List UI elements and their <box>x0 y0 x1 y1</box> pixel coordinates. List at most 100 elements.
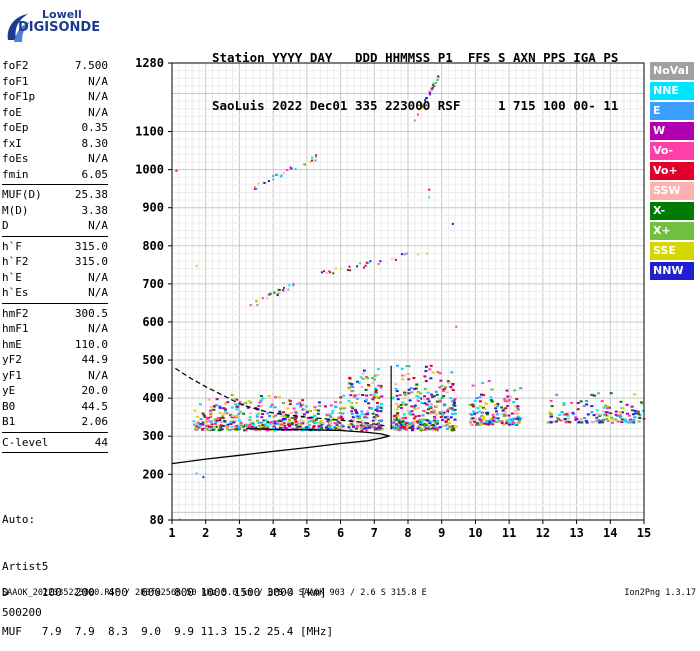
echo-point <box>329 418 333 421</box>
echo-point <box>576 408 580 411</box>
echo-point <box>396 427 399 430</box>
echo-point <box>339 396 343 399</box>
echo-point <box>418 425 422 428</box>
echo-point <box>355 427 358 430</box>
echo-point <box>350 410 354 413</box>
echo-point <box>410 427 414 430</box>
echo-point <box>379 384 383 387</box>
echo-point <box>266 297 268 299</box>
echo-point <box>337 426 341 429</box>
echo-point <box>585 403 589 406</box>
echo-point <box>606 411 609 414</box>
echo-point <box>224 408 227 411</box>
echo-point <box>286 407 290 410</box>
echo-point <box>264 419 268 422</box>
echo-point <box>365 416 369 419</box>
echo-point <box>585 421 589 424</box>
echo-point <box>367 384 370 386</box>
echo-point <box>407 365 411 368</box>
echo-point <box>488 419 492 422</box>
param-name: h`E <box>2 270 22 284</box>
echo-point <box>305 426 309 429</box>
echo-point <box>445 411 448 414</box>
echo-point <box>232 421 236 424</box>
echo-point <box>310 416 314 418</box>
echo-point <box>334 427 338 430</box>
echo-point <box>287 423 291 426</box>
echo-point <box>510 423 514 426</box>
echo-point <box>432 411 436 414</box>
param-row-fof2: foF2 7.500 <box>2 58 108 74</box>
echo-point <box>406 409 410 412</box>
echo-point <box>348 387 352 390</box>
echo-point <box>369 393 373 396</box>
echo-point <box>424 424 428 427</box>
echo-point <box>431 395 434 398</box>
echo-point <box>471 417 475 420</box>
echo-point <box>632 418 636 421</box>
echo-point <box>505 389 509 392</box>
echo-point <box>331 419 335 422</box>
echo-point <box>450 407 454 410</box>
echo-point <box>327 426 331 429</box>
echo-point <box>339 267 342 270</box>
echo-point <box>369 425 373 428</box>
x-tick-label: 6 <box>337 526 344 540</box>
echo-point <box>590 411 594 414</box>
echo-point <box>403 421 407 424</box>
echo-point <box>516 408 520 411</box>
echo-point <box>554 420 558 423</box>
echo-point <box>428 188 431 191</box>
echo-point <box>278 396 282 398</box>
echo-point <box>408 411 412 414</box>
echo-point <box>213 422 217 425</box>
echo-point <box>336 422 340 425</box>
echo-point <box>610 416 614 419</box>
echo-point <box>288 417 292 420</box>
echo-point <box>201 428 204 431</box>
echo-point <box>550 405 554 408</box>
echo-point <box>489 396 493 399</box>
echo-point <box>509 422 513 424</box>
echo-point <box>399 417 403 420</box>
echo-point <box>429 420 433 423</box>
echo-point <box>598 421 601 424</box>
echo-point <box>426 412 430 415</box>
echo-point <box>380 419 383 422</box>
echo-point <box>329 415 333 418</box>
echo-point <box>507 399 511 401</box>
echo-point <box>258 401 262 404</box>
echo-point <box>303 409 307 411</box>
echo-point <box>422 409 426 412</box>
echo-point <box>410 405 414 408</box>
station-header: Station YYYY DAY DDD HHMMSS P1 FFS S AXN… <box>212 18 618 130</box>
echo-point <box>633 409 637 412</box>
legend-item-nnw: NNW <box>650 262 694 280</box>
echo-point <box>402 422 405 425</box>
echo-point <box>374 390 378 393</box>
echo-point <box>372 396 376 399</box>
y-axis-ticks: 80 200 300 400 500 600 700 800 900 1000 1100 1280 <box>135 56 172 527</box>
param-name: h`F <box>2 239 22 253</box>
echo-point <box>580 421 584 424</box>
lowell-digisonde-logo: Lowell DIGISONDE <box>4 6 100 50</box>
echo-point <box>288 284 291 287</box>
echo-point <box>315 154 317 157</box>
echo-point <box>619 416 622 418</box>
param-name: foF2 <box>2 59 29 72</box>
echo-point <box>266 421 270 424</box>
echo-point <box>224 410 228 413</box>
echo-point <box>500 422 504 425</box>
y-tick-label: 700 <box>142 277 164 291</box>
param-value: 110.0 <box>74 337 108 351</box>
echo-point <box>321 421 325 424</box>
echo-point <box>394 258 397 261</box>
echo-point <box>639 401 643 404</box>
echo-point <box>486 413 489 416</box>
param-value: N/A <box>88 90 108 103</box>
echo-point <box>442 411 446 414</box>
echo-point <box>435 427 439 430</box>
echo-point <box>276 294 279 297</box>
echo-point <box>405 428 409 431</box>
echo-point <box>279 175 282 178</box>
